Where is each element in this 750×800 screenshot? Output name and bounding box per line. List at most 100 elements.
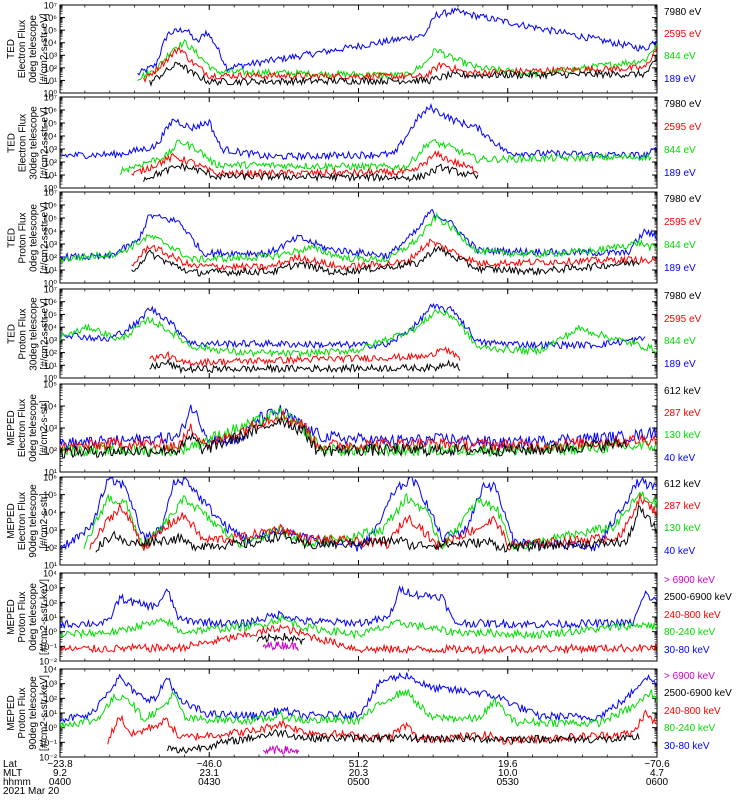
panel-ylabel-line: TED (6, 227, 17, 248)
y-tick-label: 10⁰ (43, 279, 57, 289)
series-line-2500-6900-kev (167, 729, 640, 754)
y-tick-label: 10⁷ (44, 285, 57, 295)
y-tick-label: 10³ (44, 525, 57, 535)
y-tick-label: 10² (44, 253, 57, 263)
y-tick-label: 10¹ (44, 468, 57, 478)
panel-ylabel-line: Electron Flux (17, 398, 28, 458)
legend-entry: 189 eV (664, 358, 696, 370)
panel-meped-electron-0deg: 10¹ 10² 10³ 10⁴ 10⁵ (43, 380, 658, 478)
y-tick-label: 10⁰ (43, 374, 57, 384)
legend-entry: 7980 eV (664, 99, 702, 110)
panel-ylabel: MEPED Electron Flux 0deg telescope [#/cm2-s… (6, 384, 50, 472)
panel-meped-proton-0deg: 10⁻² 10⁻¹ 10⁰ 10¹ 10² 10³ 10⁴ (39, 569, 658, 667)
y-tick-label: 10⁶ (43, 106, 57, 116)
footer-tick-mlt: 4.7 (650, 768, 664, 779)
legend-entry: 189 eV (664, 73, 696, 85)
footer-tick-lat: −70.6 (644, 759, 670, 770)
legend-entry: 2595 eV (664, 313, 702, 325)
panel-ylabel-line: [#/cm2-s-str] (39, 400, 50, 456)
y-tick-label: 10¹ (44, 171, 57, 181)
footer-tick-mlt: 23.1 (199, 768, 219, 779)
legend-entry: 2595 eV (664, 122, 702, 134)
y-tick-label: 10⁶ (43, 13, 57, 23)
panel-ted-electron-30deg: 10⁰ 10¹ 10² 10³ 10⁴ 10⁵ 10⁶ 10⁷ (43, 93, 658, 194)
y-tick-label: 10⁵ (43, 214, 57, 224)
legend-entry: 844 eV (664, 336, 696, 347)
y-tick-label: 10⁴ (43, 402, 57, 412)
y-tick-label: 10⁻¹ (39, 642, 57, 652)
y-tick-label: 10⁷ (44, 188, 57, 198)
footer-row-label: 2021 Mar 20 (3, 786, 60, 797)
y-tick-label: 10¹ (44, 561, 57, 571)
y-tick-label: 10³ (44, 583, 57, 593)
panel-ylabel-line: Electron Flux (17, 19, 28, 79)
series-line-287-kev (60, 409, 657, 454)
footer-row-label: hhmm (3, 777, 31, 788)
y-tick-label: 10³ (44, 240, 57, 250)
legend-entry: 287 keV (664, 501, 701, 513)
series-line--6900-kev (262, 745, 300, 755)
panel-ylabel-line: 0deg telescope (28, 394, 39, 462)
legend-entry: 7980 eV (664, 194, 702, 205)
footer-row-label: MLT (3, 768, 23, 779)
legend-entry: 844 eV (664, 240, 696, 252)
y-tick-label: 10⁻² (39, 753, 57, 763)
series-line-612-kev (60, 416, 628, 459)
y-tick-label: 10⁶ (43, 201, 57, 211)
legend-entry: 7980 eV (664, 7, 702, 18)
series-line-240-800-kev (60, 623, 657, 656)
y-tick-label: 10⁴ (43, 665, 57, 675)
panel-ylabel-line: 30deg telescope (28, 105, 39, 180)
panel-ylabel-line: Electron Flux (17, 113, 28, 172)
panel-meped-proton-90deg: 10⁻² 10⁻¹ 10⁰ 10¹ 10² 10³ 10⁴ (39, 665, 658, 763)
y-tick-label: 10⁵ (43, 310, 57, 320)
series-line-844-ev (60, 309, 657, 358)
panel-ylabel-line: [#/cm2-s-str-keV] (39, 674, 50, 752)
footer-tick-hhmm: 0530 (496, 777, 519, 788)
panel-frame (59, 4, 658, 94)
series-line-189-ev (137, 7, 657, 76)
panel-ylabel: TED Proton Flux 0deg telescope [#/cm2-s-str… (6, 192, 50, 283)
y-tick-label: 10³ (44, 335, 57, 345)
legend-entry: 612 keV (664, 386, 701, 397)
series-line-612-kev (95, 504, 657, 553)
y-tick-label: 10⁴ (43, 227, 57, 237)
legend-entry: 2500-6900 keV (664, 592, 732, 604)
y-tick-label: 10⁵ (43, 26, 57, 36)
series-line-2595-ev (131, 150, 479, 179)
legend-entry: 844 eV (664, 145, 696, 157)
panel-ylabel-line: MEPED (6, 695, 17, 731)
legend-entry: 30-80 keV (664, 644, 710, 656)
footer-tick-hhmm: 0600 (645, 777, 669, 788)
y-tick-label: 10⁵ (43, 490, 57, 500)
y-tick-label: 10⁵ (43, 119, 57, 129)
footer-tick-mlt: 9.2 (53, 768, 67, 779)
panel-ylabel: TED Proton Flux 30deg telescope [#/cm2-s-st… (6, 289, 50, 378)
y-tick-label: 10⁵ (43, 380, 57, 390)
footer-tick-hhmm: 0500 (347, 777, 370, 788)
y-tick-label: 10⁶ (43, 473, 57, 483)
series-line-80-240-kev (60, 614, 657, 640)
panel-frame (59, 288, 658, 379)
y-tick-label: 10⁻¹ (39, 738, 57, 748)
panel-ylabel-line: MEPED (6, 503, 17, 539)
y-tick-label: 10¹ (44, 266, 57, 276)
y-tick-label: 10³ (44, 51, 57, 61)
y-tick-label: 10⁴ (43, 508, 57, 518)
panel-ted-electron-0deg: 10⁰ 10¹ 10² 10³ 10⁴ 10⁵ 10⁶ 10⁷ (43, 1, 658, 99)
series-line-7980-ev (149, 358, 461, 375)
panel-frame (59, 383, 658, 473)
series-line-2500-6900-kev (256, 632, 306, 646)
y-tick-label: 10² (44, 158, 57, 168)
legend-entry: 80-240 keV (664, 627, 716, 639)
legend-entry: 844 eV (664, 51, 696, 63)
y-tick-label: 10¹ (44, 709, 57, 719)
legend-entry: > 6900 keV (664, 575, 715, 586)
footer-row-label: Lat (3, 759, 17, 770)
panel-ylabel-line: 90deg telescope (28, 484, 39, 558)
series-line-40-kev (60, 404, 657, 451)
y-tick-label: 10⁷ (44, 93, 57, 103)
y-tick-label: 10² (44, 543, 57, 553)
y-tick-label: 10¹ (44, 76, 57, 86)
